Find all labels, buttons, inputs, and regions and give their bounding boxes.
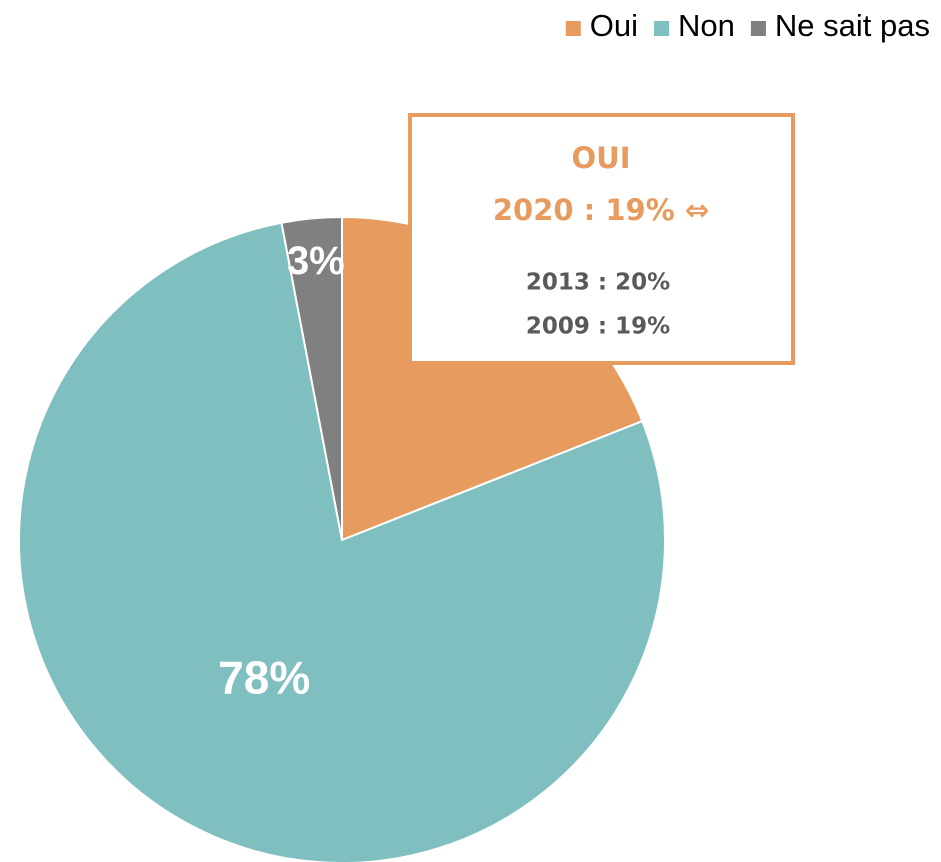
pie-slice	[280, 215, 343, 541]
annotation-previous: 2009 : 19%	[526, 314, 670, 340]
annotation-title: OUI	[572, 141, 631, 175]
pie-slice	[18, 221, 666, 862]
legend-swatch	[654, 21, 670, 36]
data-label: 3%	[287, 239, 345, 283]
legend-label: Non	[678, 8, 735, 43]
annotation-box	[408, 113, 795, 365]
legend-swatch	[565, 21, 581, 36]
annotation-current: 2020 : 19% ⇔	[493, 193, 709, 227]
legend-label: Oui	[590, 8, 638, 43]
data-label: 78%	[218, 652, 310, 704]
annotation-previous: 2013 : 20%	[526, 270, 670, 296]
legend-swatch	[750, 21, 766, 36]
legend-label: Ne sait pas	[775, 8, 930, 43]
